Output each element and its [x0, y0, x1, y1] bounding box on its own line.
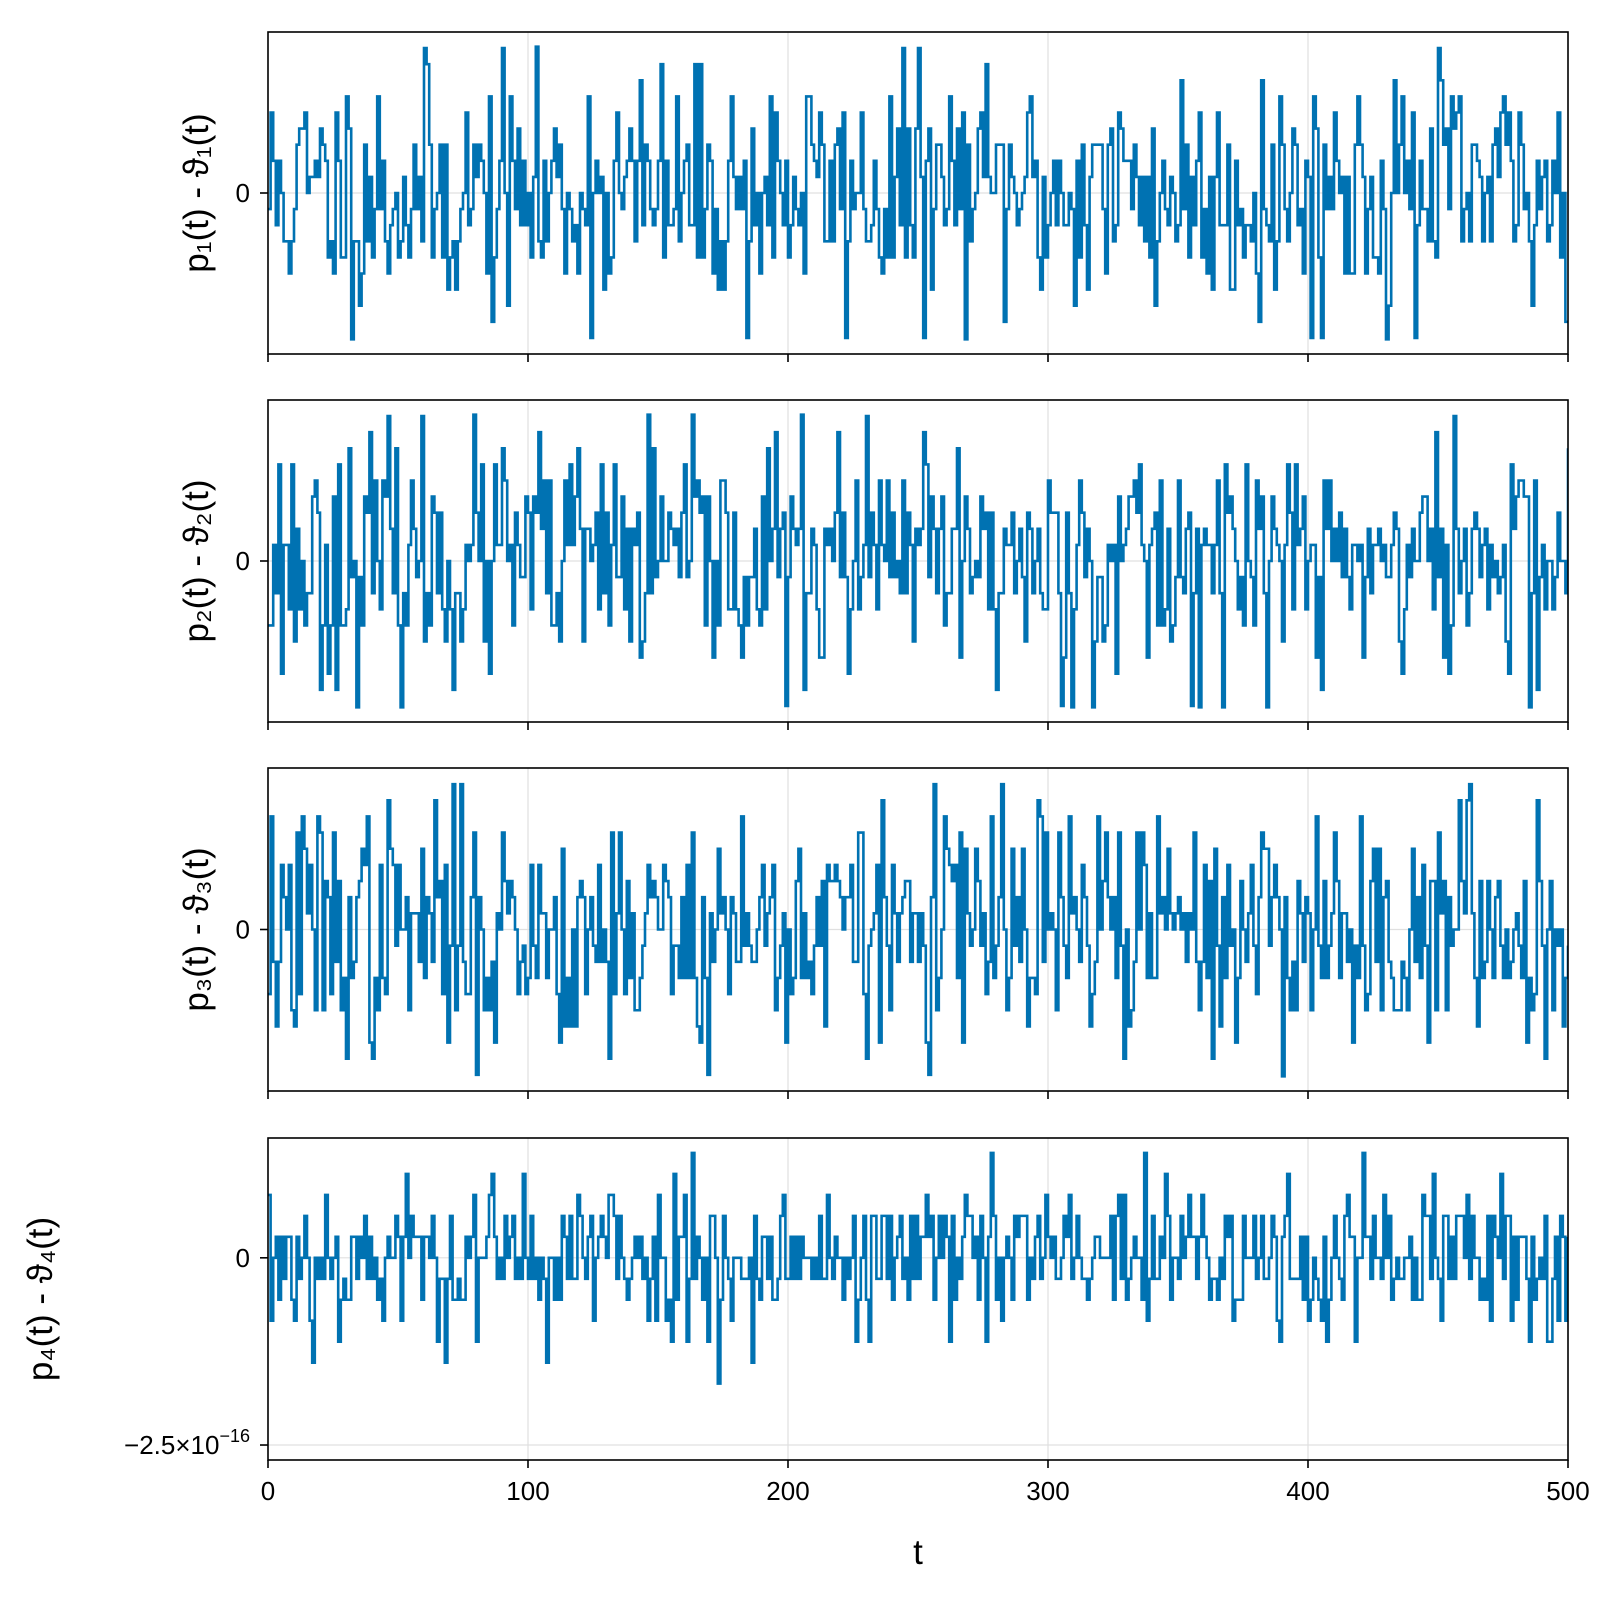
y-axis-label: p₄(t) - ϑ₄(t) [21, 1217, 60, 1381]
y-tick-label: 0 [236, 915, 250, 945]
y-tick-label: 0 [236, 1243, 250, 1273]
x-tick-label: 100 [506, 1476, 549, 1506]
x-tick-label: 300 [1026, 1476, 1069, 1506]
panel-4: 0 −2.5×10−16 p₄(t) - ϑ₄(t) 0 100 200 300 400 500… [21, 1137, 1590, 1572]
x-tick-label: 200 [766, 1476, 809, 1506]
x-tick-label: 400 [1286, 1476, 1329, 1506]
series-line [268, 1151, 1568, 1385]
panel-2: 0 p₂(t) - ϑ₂(t) [177, 399, 1569, 730]
y-axis-label: p₂(t) - ϑ₂(t) [177, 480, 216, 643]
y-tick-label: 0 [236, 546, 250, 576]
x-tick-label: 500 [1546, 1476, 1589, 1506]
y-tick-label: −2.5×10−16 [124, 1426, 250, 1460]
y-tick-label: 0 [236, 178, 250, 208]
y-axis-label: p₁(t) - ϑ₁(t) [177, 113, 216, 272]
y-axis-label: p₃(t) - ϑ₃(t) [177, 847, 216, 1011]
series-line [268, 413, 1568, 709]
series-line [268, 45, 1568, 341]
x-axis-label: t [913, 1533, 923, 1572]
x-tick-label: 0 [261, 1476, 275, 1506]
plot-frame [267, 1137, 1569, 1461]
series-line [268, 782, 1568, 1078]
panel-3: 0 p₃(t) - ϑ₃(t) [177, 767, 1569, 1099]
panel-1: 0 p₁(t) - ϑ₁(t) [177, 31, 1569, 362]
